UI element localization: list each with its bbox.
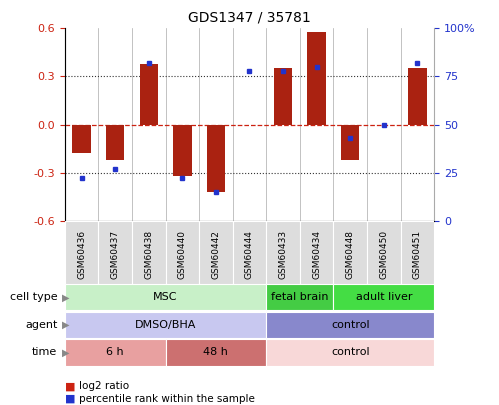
Text: log2 ratio: log2 ratio: [79, 382, 129, 391]
Bar: [199, 221, 233, 284]
Bar: [65, 284, 266, 311]
Bar: [106, 124, 124, 160]
Text: 6 h: 6 h: [106, 347, 124, 357]
Text: control: control: [331, 320, 370, 330]
Bar: [333, 221, 367, 284]
Text: GSM60451: GSM60451: [413, 230, 422, 279]
Text: ■: ■: [65, 382, 75, 391]
Bar: [408, 68, 427, 124]
Text: ▶: ▶: [62, 347, 70, 357]
Text: GSM60436: GSM60436: [77, 230, 86, 279]
Text: GSM60442: GSM60442: [212, 230, 221, 279]
Bar: [266, 311, 434, 338]
Bar: [274, 68, 292, 124]
Bar: [65, 311, 266, 338]
Bar: [65, 339, 166, 366]
Text: ■: ■: [65, 394, 75, 403]
Bar: [300, 221, 333, 284]
Bar: [72, 124, 91, 153]
Text: percentile rank within the sample: percentile rank within the sample: [79, 394, 254, 403]
Text: GSM60437: GSM60437: [111, 230, 120, 279]
Text: fetal brain: fetal brain: [271, 292, 329, 302]
Bar: [65, 221, 98, 284]
Text: MSC: MSC: [153, 292, 178, 302]
Bar: [401, 221, 434, 284]
Text: cell type: cell type: [10, 292, 57, 302]
Text: control: control: [331, 347, 370, 357]
Text: time: time: [32, 347, 57, 357]
Bar: [173, 124, 192, 176]
Text: ▶: ▶: [62, 320, 70, 330]
Bar: [333, 284, 434, 311]
Bar: [266, 284, 333, 311]
Bar: [307, 32, 326, 124]
Text: 48 h: 48 h: [204, 347, 229, 357]
Title: GDS1347 / 35781: GDS1347 / 35781: [188, 11, 311, 24]
Bar: [98, 221, 132, 284]
Text: GSM60433: GSM60433: [278, 230, 287, 279]
Bar: [266, 339, 434, 366]
Text: GSM60434: GSM60434: [312, 230, 321, 279]
Text: ▶: ▶: [62, 292, 70, 302]
Text: agent: agent: [25, 320, 57, 330]
Text: GSM60448: GSM60448: [346, 230, 355, 279]
Text: GSM60440: GSM60440: [178, 230, 187, 279]
Text: DMSO/BHA: DMSO/BHA: [135, 320, 196, 330]
Bar: [266, 221, 300, 284]
Text: adult liver: adult liver: [355, 292, 412, 302]
Bar: [132, 221, 166, 284]
Text: GSM60438: GSM60438: [144, 230, 153, 279]
Bar: [166, 221, 199, 284]
Text: GSM60450: GSM60450: [379, 230, 388, 279]
Text: GSM60444: GSM60444: [245, 230, 254, 279]
Bar: [341, 124, 359, 160]
Bar: [367, 221, 401, 284]
Bar: [140, 64, 158, 124]
Bar: [166, 339, 266, 366]
Bar: [233, 221, 266, 284]
Bar: [207, 124, 225, 192]
